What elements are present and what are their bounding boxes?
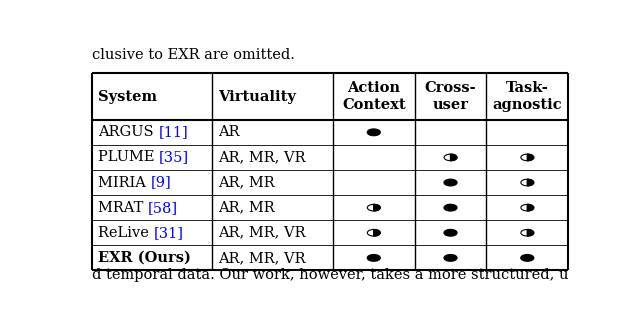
Text: [9]: [9]	[151, 175, 171, 190]
Wedge shape	[374, 230, 380, 236]
Text: [11]: [11]	[158, 125, 188, 139]
Circle shape	[444, 179, 457, 186]
Text: AR, MR, VR: AR, MR, VR	[218, 226, 306, 240]
Wedge shape	[527, 204, 534, 211]
Circle shape	[367, 129, 380, 135]
Text: Action
Context: Action Context	[342, 81, 406, 112]
Text: [35]: [35]	[159, 151, 189, 164]
Circle shape	[367, 255, 380, 261]
Text: MIRIA: MIRIA	[98, 175, 151, 190]
Circle shape	[444, 230, 457, 236]
Wedge shape	[527, 230, 534, 236]
Text: MRAT: MRAT	[98, 201, 148, 215]
Wedge shape	[450, 154, 457, 161]
Text: clusive to EXR are omitted.: clusive to EXR are omitted.	[92, 48, 295, 62]
Text: [58]: [58]	[148, 201, 178, 215]
Text: Task-
agnostic: Task- agnostic	[493, 81, 562, 112]
Wedge shape	[527, 179, 534, 186]
Wedge shape	[527, 154, 534, 161]
Text: System: System	[98, 90, 157, 104]
Text: AR: AR	[218, 125, 240, 139]
Text: d temporal data. Our work, however, takes a more structured, u: d temporal data. Our work, however, take…	[92, 268, 568, 282]
Text: AR, MR: AR, MR	[218, 175, 275, 190]
Text: Cross-
user: Cross- user	[425, 81, 477, 112]
Text: AR, MR: AR, MR	[218, 201, 275, 215]
Circle shape	[521, 255, 534, 261]
Text: AR, MR, VR: AR, MR, VR	[218, 251, 306, 265]
Text: AR, MR, VR: AR, MR, VR	[218, 151, 306, 164]
Wedge shape	[374, 204, 380, 211]
Text: EXR (Ours): EXR (Ours)	[98, 251, 191, 265]
Text: PLUME: PLUME	[98, 151, 159, 164]
Circle shape	[444, 204, 457, 211]
Text: ARGUS: ARGUS	[98, 125, 158, 139]
Circle shape	[444, 255, 457, 261]
Text: Virtuality: Virtuality	[218, 90, 296, 104]
Text: [31]: [31]	[154, 226, 184, 240]
Text: ReLive: ReLive	[98, 226, 154, 240]
Bar	[92, 73, 568, 271]
